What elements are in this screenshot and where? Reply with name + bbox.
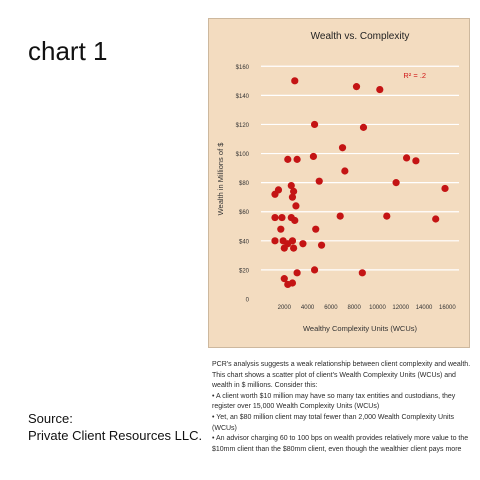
source-label: Source:	[28, 411, 73, 426]
y-tick-label: $80	[239, 181, 250, 187]
x-tick-label: 16000	[439, 305, 456, 311]
x-tick-label: 12000	[392, 305, 409, 311]
data-point	[288, 237, 297, 245]
data-point	[292, 202, 300, 210]
data-point	[293, 155, 301, 163]
data-point	[288, 279, 297, 287]
data-point	[271, 213, 279, 222]
data-point	[280, 244, 288, 252]
x-tick-label: 6000	[324, 305, 338, 311]
x-tick-label: 14000	[416, 305, 433, 311]
chart-title: Wealth vs. Complexity	[311, 31, 410, 42]
data-point	[290, 244, 298, 252]
data-point	[341, 167, 349, 175]
y-tick-label: $100	[236, 152, 250, 158]
data-point	[291, 77, 299, 85]
data-point	[310, 120, 319, 129]
r-squared-annotation: R² = .2	[403, 71, 426, 80]
chart-panel: Wealth vs. Complexity 0 $20 $40 $60 $80 $100 $1…	[208, 18, 470, 348]
source-org: Private Client Resources LLC.	[28, 428, 203, 443]
data-point	[317, 241, 326, 249]
data-point	[274, 186, 283, 194]
y-tick-label: $140	[236, 94, 250, 100]
data-point	[291, 216, 299, 225]
data-point	[392, 179, 400, 187]
data-point	[277, 225, 285, 233]
x-tick-label: 10000	[369, 305, 386, 311]
data-point	[441, 184, 449, 193]
data-point	[412, 157, 420, 165]
data-point	[383, 212, 391, 220]
data-point	[315, 177, 323, 185]
caption-bullet-1: • A client worth $10 million may have so…	[212, 392, 456, 411]
y-tick-label: $20	[239, 268, 250, 274]
data-point	[280, 275, 288, 283]
data-point	[278, 213, 286, 222]
y-tick-label: $160	[236, 65, 250, 71]
data-point	[310, 266, 319, 274]
data-point	[299, 240, 307, 248]
data-point	[338, 144, 347, 152]
data-point	[352, 83, 361, 91]
data-point	[312, 225, 320, 233]
data-point	[288, 193, 297, 201]
data-point	[287, 181, 295, 190]
data-point	[309, 152, 318, 161]
caption-intro: PCR's analysis suggests a weak relations…	[212, 361, 471, 390]
data-point	[271, 237, 279, 245]
data-point	[358, 269, 366, 277]
data-point	[376, 85, 384, 94]
scatter-chart: Wealth vs. Complexity 0 $20 $40 $60 $80 $100 $1…	[216, 31, 459, 333]
data-point	[290, 187, 298, 195]
y-tick-label: 0	[246, 298, 250, 304]
data-point	[336, 212, 344, 220]
y-tick-label: $60	[239, 210, 250, 216]
x-tick-label: 8000	[347, 305, 361, 311]
data-point	[432, 215, 440, 223]
caption-bullet-3: • An advisor charging 60 to 100 bps on w…	[212, 435, 469, 453]
data-point	[293, 269, 301, 277]
x-tick-label: 2000	[278, 305, 292, 311]
source-note: Source: Private Client Resources LLC.	[28, 410, 202, 444]
y-tick-label: $120	[236, 123, 250, 129]
data-point	[284, 155, 292, 163]
data-point	[402, 154, 411, 162]
data-point	[359, 123, 368, 131]
y-axis-label: Wealth in Millions of $	[216, 142, 225, 216]
slide-title: chart 1	[28, 36, 108, 66]
x-tick-label: 4000	[301, 305, 315, 311]
caption-bullet-2: • Yet, an $80 million client may total f…	[212, 413, 455, 432]
x-axis-label: Wealthy Complexity Units (WCUs)	[303, 324, 418, 333]
y-tick-label: $40	[239, 239, 250, 245]
chart-caption: PCR's analysis suggests a weak relations…	[212, 360, 474, 455]
